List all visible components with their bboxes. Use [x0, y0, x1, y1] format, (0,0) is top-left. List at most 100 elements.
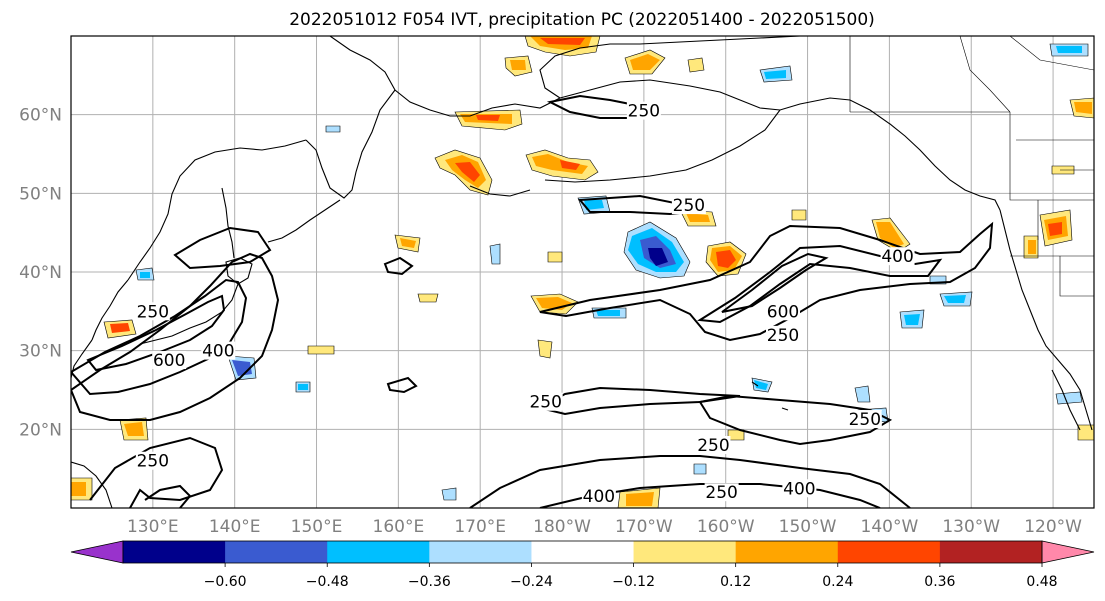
colorbar-tick-labels: −0.60 −0.48 −0.36 −0.24 −0.12 0.12 0.24 0.36 0.4…: [204, 563, 1058, 590]
contour-label-background: [766, 325, 801, 344]
colorbar-tick-label: −0.48: [306, 574, 349, 590]
contour-label-background: [782, 479, 817, 498]
latitude-tick-label: 30°N: [19, 342, 62, 362]
colorbar-box: [327, 541, 430, 563]
map-frame: [70, 35, 1095, 509]
alaska-north: [539, 36, 801, 99]
colorbar-tick-label: 0.48: [1026, 574, 1057, 590]
contour-label-background: [135, 302, 170, 321]
latitude-tick-label: 20°N: [19, 420, 62, 440]
coastlines: [71, 36, 1093, 508]
us-state-borders: [1010, 139, 1094, 297]
contour-label: 400: [881, 247, 913, 267]
positive-precip-patches: [71, 36, 1094, 508]
contour-label-background: [152, 351, 187, 370]
latitude-tick-label: 50°N: [19, 184, 62, 204]
bering-islands: [469, 185, 531, 197]
contour-label-background: [581, 487, 616, 506]
longitude-tick-label: 140°W: [861, 517, 919, 537]
alaska-peninsula: [544, 109, 781, 183]
taiwan-philippines: [71, 461, 113, 508]
contour-label: 600: [767, 302, 799, 322]
colorbar-box: [123, 541, 226, 563]
contour-label-background: [671, 196, 706, 215]
ivt-contour-250-small-2: [386, 376, 418, 394]
colorbar-extend-high: [1041, 540, 1095, 564]
colorbar-tick-label: 0.36: [924, 574, 955, 590]
gridlines: [71, 36, 1094, 508]
kamchatka-coast: [305, 89, 396, 199]
contour-label: 250: [705, 483, 737, 503]
contour-label: 400: [783, 479, 815, 499]
figure-title: 2022051012 F054 IVT, precipitation PC (2…: [289, 10, 875, 30]
colorbar-box: [837, 541, 941, 563]
colorbar-box: [939, 541, 1043, 563]
contour-label: 600: [153, 351, 185, 371]
longitude-tick-label: 150°W: [779, 517, 837, 537]
contour-label: 250: [137, 452, 169, 472]
ivt-contour-250-tropics: [469, 455, 911, 508]
chukotka-coast: [329, 36, 561, 117]
okhotsk-coast: [127, 139, 307, 281]
precipitation-anomaly-layer: [71, 36, 1094, 508]
colorbar-box: [429, 541, 532, 563]
latitude-tick-labels: 60°N 50°N 40°N 30°N 20°N: [19, 106, 62, 441]
colorbar-boxes: [70, 540, 1095, 564]
ivt-contour-600-west: [86, 294, 226, 372]
contour-label-background: [704, 483, 739, 502]
contour-label-background: [696, 436, 731, 454]
colorbar-box: [735, 541, 839, 563]
ivt-contour-250-tropics-west-inner: [144, 484, 192, 508]
longitude-tick-label: 180°W: [533, 517, 591, 537]
map-panel: 250 250 400 600 250 250 250 250 250 400 400 600 400 2…: [70, 35, 1095, 509]
colorbar-tick-label: −0.12: [612, 574, 655, 590]
latitude-tick-label: 60°N: [19, 106, 62, 126]
canada-provinces: [959, 36, 1094, 113]
japan-honshu: [139, 283, 239, 345]
longitude-tick-label: 130°W: [942, 517, 1000, 537]
colorbar-box: [531, 541, 635, 563]
contour-label: 250: [697, 436, 729, 456]
colorbar-frame: [122, 540, 1043, 564]
contour-label: 400: [583, 487, 615, 507]
alaska-coast: [559, 79, 1001, 211]
colorbar-box: [225, 541, 328, 563]
longitude-tick-label: 140°E: [209, 517, 261, 537]
colorbar-tick-label: −0.60: [204, 574, 247, 590]
ivt-contour-400-west: [71, 278, 248, 396]
north-america-coast: [999, 209, 1093, 431]
contour-label: 250: [673, 196, 705, 216]
longitude-tick-label: 150°E: [291, 517, 343, 537]
ivt-contour-250-north-asia: [173, 226, 272, 270]
contour-label-background: [880, 247, 915, 266]
colorbar-tick-label: −0.36: [408, 574, 451, 590]
longitude-tick-label: 170°E: [454, 517, 506, 537]
contour-label: 400: [202, 342, 234, 362]
canada-us-border: [849, 36, 1094, 201]
longitude-tick-label: 160°E: [373, 517, 425, 537]
colorbar-tick-label: 0.24: [822, 574, 853, 590]
ivt-contour-400-ar: [696, 244, 943, 324]
sakhalin: [221, 187, 235, 259]
contour-label-background: [135, 451, 170, 470]
ivt-contour-250-subtrop: [698, 394, 893, 446]
contour-label: 250: [529, 393, 561, 413]
contour-label-background: [626, 101, 661, 120]
korea-coast: [91, 279, 129, 341]
longitude-tick-label: 120°W: [1024, 517, 1082, 537]
colorbar-extend-low: [70, 540, 124, 564]
ivt-contour-600-ar: [721, 252, 829, 313]
contour-label-background: [201, 341, 236, 360]
negative-precip-patches: [135, 43, 1089, 501]
contour-labels: 250 250 400 600 250 250 250 250 250 400 400 600 400 2…: [135, 101, 915, 507]
contour-label: 250: [849, 410, 881, 430]
longitude-tick-label: 160°W: [697, 517, 755, 537]
contour-label: 250: [767, 326, 799, 346]
ivt-contour-250-ar-main: [539, 221, 994, 342]
contour-label: 250: [628, 102, 660, 122]
longitude-tick-label: 130°E: [127, 517, 179, 537]
baja-california: [1051, 369, 1081, 431]
colorbar-tick-label: 0.12: [720, 574, 751, 590]
contour-label-background: [766, 302, 801, 321]
contour-label-background: [847, 410, 882, 429]
